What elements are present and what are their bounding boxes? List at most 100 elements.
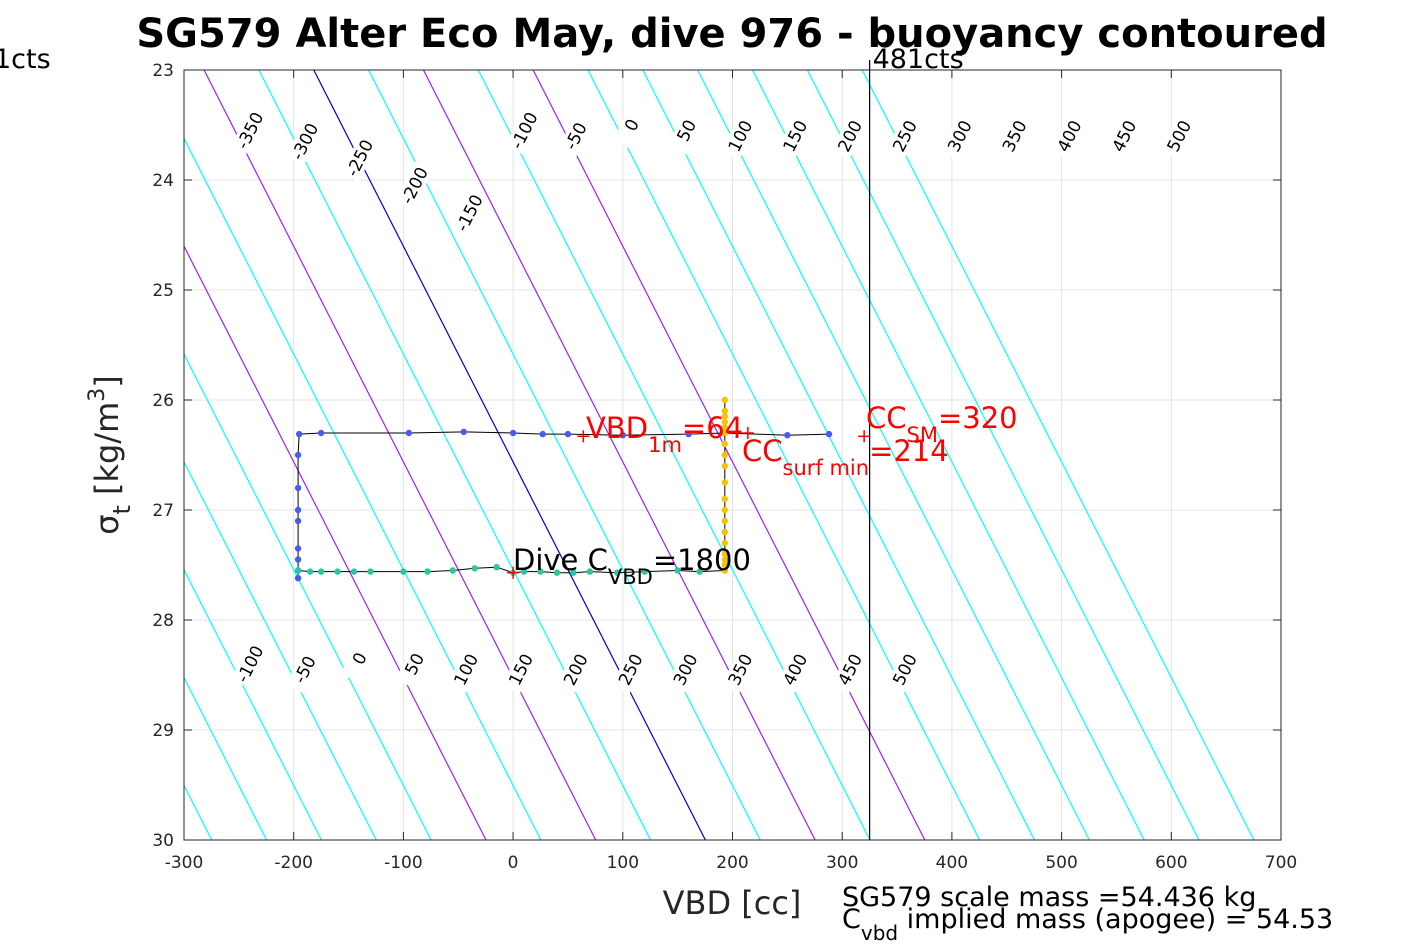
vbd-1m-annotation: VBD1m=64 [586,411,743,457]
data-point [334,568,341,575]
x-tick-label: -300 [165,853,204,873]
y-axis-label-close: ] [88,375,126,387]
data-point [721,418,729,426]
markers [507,427,871,579]
contour-line [861,70,1255,840]
contour-line [184,352,432,840]
contour-line [184,137,542,840]
contour-label-bg [1050,111,1089,161]
data-point [564,430,572,438]
x-axis-label: VBD [cc] [663,884,802,922]
contour-line [184,676,268,840]
contour-label-bg [830,111,869,161]
y-tick-label: 26 [152,391,174,411]
contour-line [184,568,322,840]
contour-line [422,70,816,840]
y-tick-label: 23 [152,61,174,81]
x-tick-label: 700 [1265,853,1297,873]
y-tick-label: 24 [152,171,174,191]
contour-label-bg [721,111,760,161]
contour-label-bg [995,111,1034,161]
data-point [784,432,791,439]
contour-line [477,70,871,840]
data-point [721,396,729,404]
contour-label-bg [395,161,434,210]
contour-label-bg [450,188,489,238]
contour-label-bg [667,106,706,155]
data-point [721,517,729,525]
contour-label-bg [501,645,540,694]
data-point [294,506,302,514]
data-point [294,567,302,574]
series-line [297,431,830,579]
contour-line [752,70,1145,840]
svg-text:σt[kg/m3]: σt [kg/m3] [85,375,136,534]
contour-line [184,244,487,840]
data-point [721,556,729,563]
y-tick-label: 27 [152,501,174,521]
contour-label-bg [776,645,814,694]
contour-label-bg [666,645,705,694]
data-point [619,432,626,439]
contour-line [587,70,981,840]
contour-line [313,70,706,840]
data-point [424,568,431,575]
contour-line [368,70,761,840]
y-axis-label-sup: 3 [85,388,110,402]
contour-label-bg [340,133,379,183]
data-point [537,568,544,575]
y-tick-label: 28 [152,611,174,631]
data-point [721,407,729,415]
data-point [721,429,729,437]
contour-line [0,70,47,840]
data-point [721,539,729,547]
contour-label-bg [611,645,650,694]
contour-label-bg [505,106,543,155]
contour-label-bg [885,645,924,694]
data-point [449,567,456,574]
data-point [400,568,407,575]
footer-scale-mass: SG579 scale mass =54.436 kg [842,882,1256,913]
footer-implied-mass: Cvbd implied mass (apogee) = 54.53 [842,904,1333,945]
data-point [721,440,729,448]
data-point [317,568,325,575]
data-point [570,569,577,576]
x-tick-label: 400 [936,853,968,873]
contour-label-bg [556,645,595,694]
y-tick-label: 29 [152,721,174,741]
buoyancy-contours [0,70,1255,840]
contour-label-bg [1105,111,1144,161]
y-axis-label-unit: [kg/m [88,402,126,495]
data-point [674,567,681,574]
contour-line [532,70,926,840]
data-point [405,429,413,437]
contour-line [0,70,102,840]
data-series [294,396,833,582]
data-point [721,424,729,431]
data-point [294,575,302,582]
data-point [509,429,517,437]
contour-label-bg [830,645,869,694]
data-point [294,484,302,492]
data-point [306,568,314,575]
data-point [614,569,621,576]
data-point [294,556,302,563]
data-point [295,430,303,438]
x-tick-label: 100 [607,853,639,873]
data-point [721,413,729,420]
dive-cvbd-annotation: Dive CVBD=1800 [513,543,751,589]
data-point [520,568,528,575]
contour-line [258,70,652,840]
contour-label-bg [285,645,324,694]
contour-label-bg [230,106,269,155]
contour-label-bg [285,117,324,166]
data-point [350,568,358,575]
data-point [685,430,692,438]
data-point [471,565,478,572]
y-tick-label: 25 [152,281,174,301]
data-point [721,495,729,503]
y-axis-label: σt [kg/m3] [85,375,136,534]
data-point [641,568,648,575]
data-point [721,462,729,470]
contour-label-bg [230,639,269,689]
